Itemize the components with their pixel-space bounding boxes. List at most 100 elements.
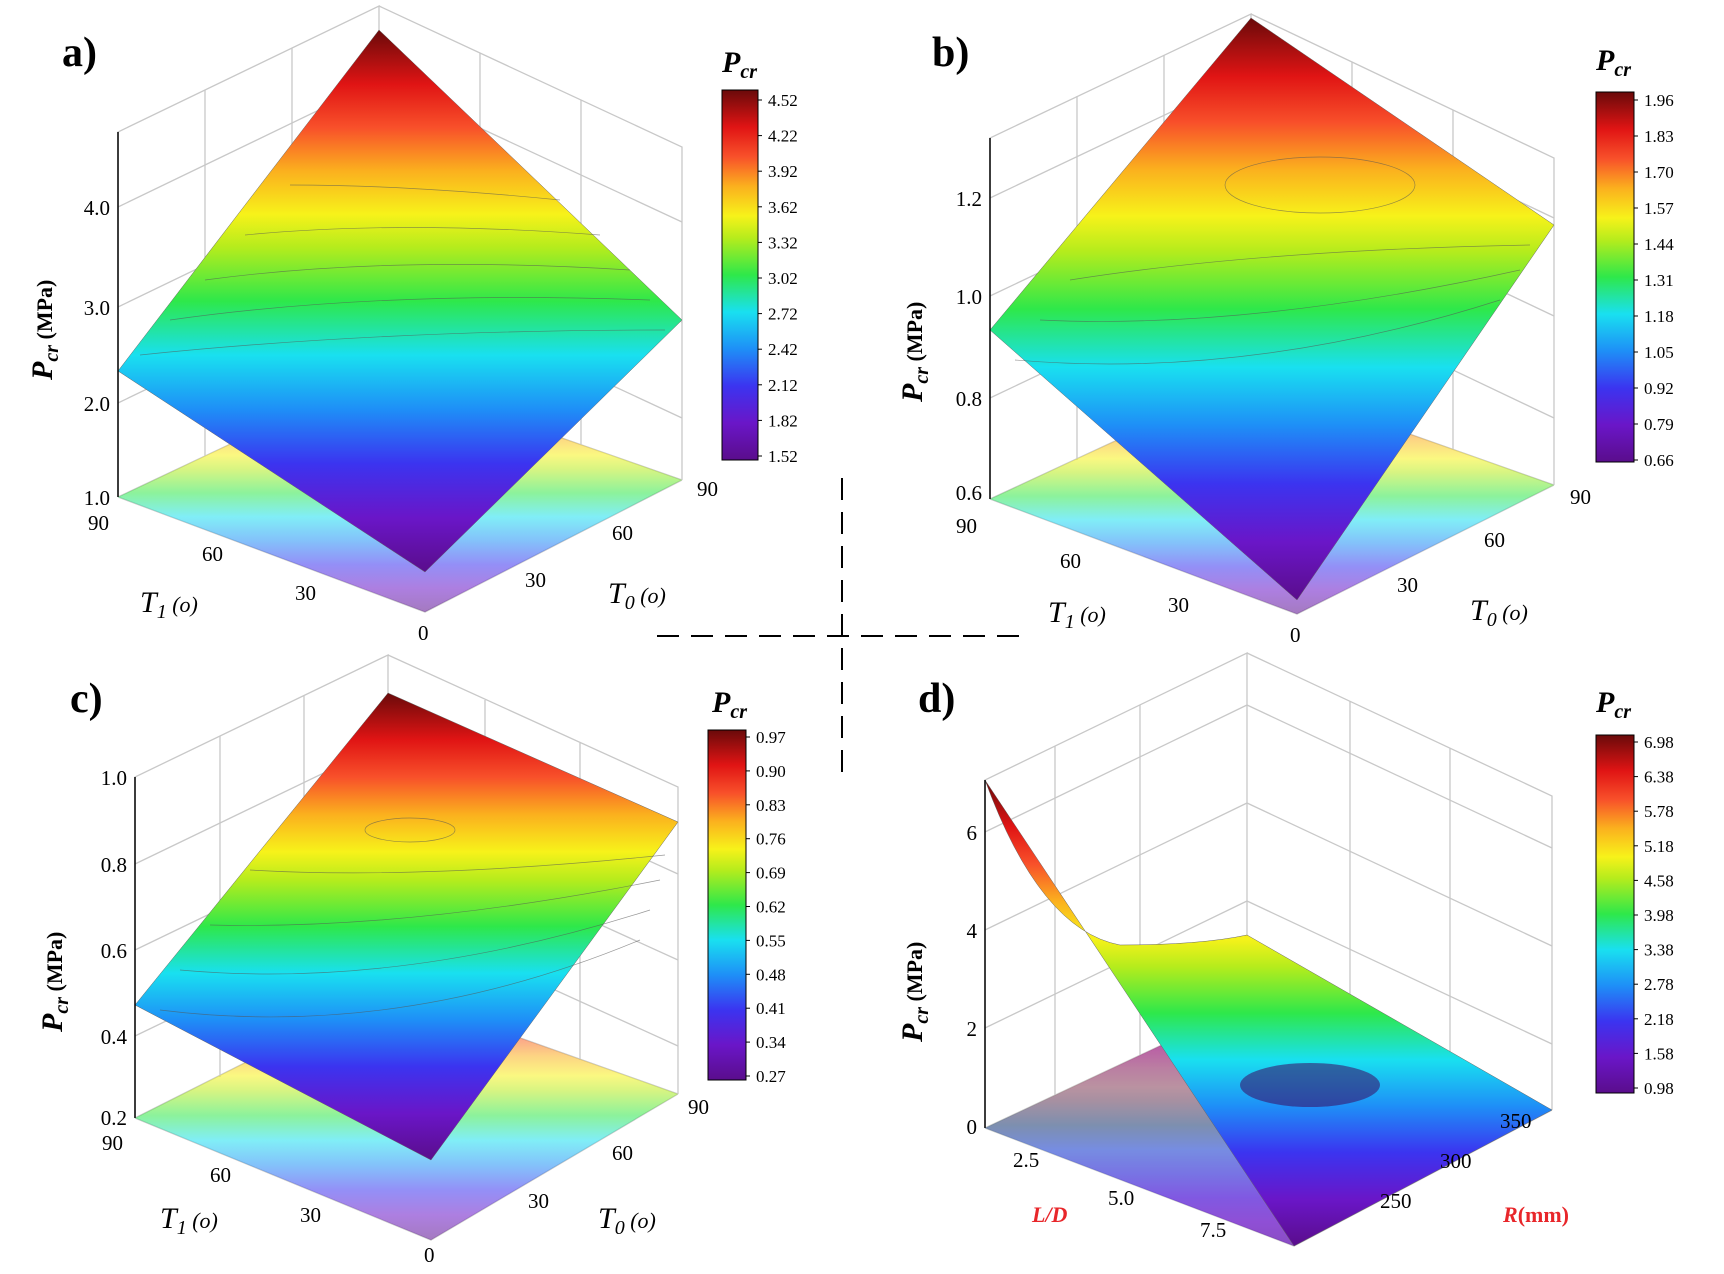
panel-a-x-label: T1 (o)	[140, 586, 198, 623]
panel-b-y-ticks: 30 60 90	[1397, 485, 1591, 597]
colorbar-tick-label: 6.38	[1644, 768, 1674, 787]
panel-c-y-label: T0 (o)	[598, 1202, 656, 1239]
panel-d: d) 6 4 2 0 Pcr (MPa) 2.5 5.0 7.5 L/D 250…	[896, 651, 1674, 1247]
panel-a-z-tick: 3.0	[84, 296, 110, 320]
panel-a-x-tick: 60	[202, 542, 223, 566]
colorbar-tick-label: 1.05	[1644, 343, 1674, 362]
panel-a-surface	[117, 29, 683, 573]
colorbar-tick-label: 2.78	[1644, 975, 1674, 994]
panel-b-letter: b)	[932, 30, 969, 76]
panel-c-z-tick: 0.8	[101, 853, 127, 877]
panel-a-z-tick: 4.0	[84, 196, 110, 220]
colorbar-tick-label: 5.78	[1644, 802, 1674, 821]
panel-d-y-tick: 250	[1380, 1189, 1412, 1213]
panel-b-colorbar	[1595, 91, 1635, 463]
colorbar-tick-label: 4.22	[768, 127, 798, 146]
colorbar-tick-label: 1.44	[1644, 235, 1674, 254]
colorbar-tick-label: 0.97	[756, 728, 786, 747]
colorbar-tick-label: 0.69	[756, 864, 786, 883]
panel-c-z-tick: 1.0	[101, 766, 127, 790]
colorbar-tick-label: 0.34	[756, 1033, 786, 1052]
panel-a-z-ticks: 4.0 3.0 2.0 1.0	[84, 196, 110, 510]
panel-b-z-label: Pcr (MPa)	[896, 302, 933, 403]
panel-c-z-tick: 0.6	[101, 939, 127, 963]
panel-d-x-ticks: 2.5 5.0 7.5	[1013, 1148, 1226, 1242]
colorbar-tick-label: 1.52	[768, 447, 798, 466]
panel-d-surface	[984, 779, 1553, 1247]
panel-a-colorbar-title: Pcr	[721, 46, 757, 83]
panel-d-z-tick: 4	[967, 919, 978, 943]
panel-b-x-ticks: 90 60 30 0	[956, 514, 1301, 647]
colorbar-tick-label: 4.58	[1644, 871, 1674, 890]
colorbar-tick-label: 0.83	[756, 796, 786, 815]
panel-b-z-ticks: 1.2 1.0 0.8 0.6	[956, 187, 982, 505]
panel-d-x-tick: 2.5	[1013, 1148, 1039, 1172]
panel-c-letter: c)	[70, 676, 103, 722]
panel-c-x-tick: 30	[300, 1203, 321, 1227]
panel-d-y-label: R(mm)	[1502, 1202, 1569, 1227]
colorbar-tick-label: 1.31	[1644, 271, 1674, 290]
panel-c-surface	[134, 692, 679, 1161]
colorbar-tick-label: 1.83	[1644, 127, 1674, 146]
panel-d-x-tick: 7.5	[1200, 1218, 1226, 1242]
colorbar-tick-label: 0.27	[756, 1067, 786, 1086]
panel-b-y-tick: 90	[1570, 485, 1591, 509]
colorbar-tick-label: 3.02	[768, 269, 798, 288]
panel-d-z-tick: 2	[967, 1017, 978, 1041]
colorbar-tick-label: 0.79	[1644, 415, 1674, 434]
panel-b-contours	[1014, 156, 1531, 365]
panel-c-x-label: T1 (o)	[160, 1202, 218, 1239]
panel-a: a) 4.0 3.0 2.0 1.0 Pcr (MPa) 90 60 30 0 …	[26, 4, 798, 645]
colorbar-tick-label: 6.98	[1644, 733, 1674, 752]
colorbar-tick-label: 0.98	[1644, 1079, 1674, 1098]
panel-a-z-tick: 1.0	[84, 486, 110, 510]
colorbar-tick-label: 3.32	[768, 233, 798, 252]
panel-a-colorbar-ticks: 4.52 4.22 3.92 3.62 3.32 3.02 2.72 2.42 2.12 1.82…	[758, 91, 798, 466]
panel-b-y-tick: 60	[1484, 528, 1505, 552]
panel-c-x-tick: 60	[210, 1163, 231, 1187]
panel-c-y-tick: 60	[612, 1141, 633, 1165]
panel-d-letter: d)	[918, 676, 955, 722]
panel-d-x-tick: 5.0	[1108, 1186, 1134, 1210]
colorbar-tick-label: 2.72	[768, 305, 798, 324]
panel-d-z-ticks: 6 4 2 0	[967, 821, 978, 1139]
panel-c-z-tick: 0.4	[101, 1025, 128, 1049]
panel-b-x-tick: 90	[956, 514, 977, 538]
panel-a-x-tick: 90	[88, 511, 109, 535]
panel-a-x-tick: 0	[418, 621, 429, 645]
panel-a-x-ticks: 90 60 30 0	[88, 511, 429, 645]
panel-d-colorbar	[1595, 734, 1635, 1094]
panel-a-z-tick: 2.0	[84, 392, 110, 416]
panel-a-letter: a)	[62, 30, 97, 76]
panel-b-surface	[989, 17, 1555, 601]
panel-c-contours	[159, 817, 666, 1018]
panel-b-z-tick: 0.6	[956, 481, 982, 505]
colorbar-tick-label: 5.18	[1644, 837, 1674, 856]
colorbar-tick-label: 3.38	[1644, 941, 1674, 960]
colorbar-tick-label: 0.90	[756, 762, 786, 781]
panel-b: b) 1.2 1.0 0.8 0.6 Pcr (MPa) 90 60 30 0 …	[896, 12, 1674, 647]
panel-c-y-ticks: 30 60 90	[528, 1095, 709, 1213]
panel-a-y-tick: 60	[612, 521, 633, 545]
panel-d-y-ticks: 250 300 350	[1380, 1109, 1532, 1213]
panel-b-x-label: T1 (o)	[1048, 596, 1106, 633]
colorbar-tick-label: 2.42	[768, 340, 798, 359]
colorbar-tick-label: 0.48	[756, 965, 786, 984]
colorbar-tick-label: 1.70	[1644, 163, 1674, 182]
panel-c-colorbar	[707, 729, 747, 1081]
colorbar-tick-label: 2.12	[768, 376, 798, 395]
panel-d-z-tick: 0	[967, 1115, 978, 1139]
panel-b-x-tick: 30	[1168, 593, 1189, 617]
panel-b-z-tick: 1.0	[956, 285, 982, 309]
colorbar-tick-label: 1.82	[768, 411, 798, 430]
panel-b-x-tick: 0	[1290, 623, 1301, 647]
panel-c-colorbar-ticks: 0.97 0.90 0.83 0.76 0.69 0.62 0.55 0.48 0.41 0.34…	[746, 728, 786, 1086]
colorbar-tick-label: 0.55	[756, 931, 786, 950]
colorbar-tick-label: 2.18	[1644, 1010, 1674, 1029]
panel-a-colorbar	[721, 89, 759, 461]
colorbar-tick-label: 1.96	[1644, 91, 1674, 110]
colorbar-tick-label: 0.62	[756, 898, 786, 917]
panel-d-y-tick: 350	[1500, 1109, 1532, 1133]
panel-a-y-ticks: 30 60 90	[525, 477, 718, 592]
